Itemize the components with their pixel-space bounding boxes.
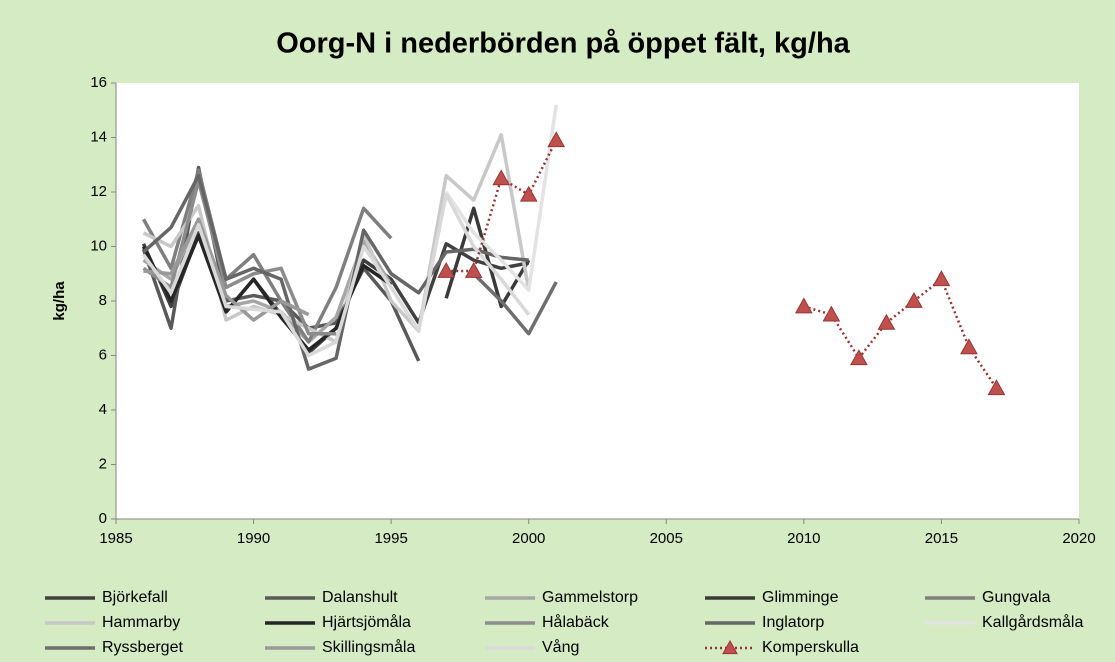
point-marker [547, 131, 566, 148]
point-marker [464, 261, 483, 278]
point-marker [822, 305, 841, 322]
y-tick-label: 10 [90, 237, 107, 254]
legend-label: Hammarby [102, 614, 180, 631]
x-tick-label: 2015 [925, 530, 958, 547]
y-tick-label: 4 [99, 401, 107, 418]
y-tick-label: 0 [99, 510, 107, 527]
series-line [143, 217, 310, 322]
legend-label: Kallgårdsmåla [982, 613, 1083, 631]
point-marker [905, 291, 923, 308]
series-line [472, 272, 558, 336]
legend-label: Dalanshult [322, 589, 398, 606]
x-tick-label: 2020 [1062, 530, 1095, 547]
legend-label: Skillingsmåla [322, 638, 415, 656]
y-axis-label: kg/ha [51, 281, 68, 321]
legend-label: Gammelstorp [542, 589, 638, 606]
point-marker [850, 349, 868, 366]
x-tick-label: 1995 [374, 530, 407, 547]
point-marker [795, 297, 813, 314]
legend-label: Gungvala [982, 589, 1051, 606]
point-marker [437, 261, 456, 278]
legend-label: Hjärtsjömåla [322, 613, 411, 631]
series-line [142, 179, 337, 336]
y-tick-label: 16 [90, 74, 107, 91]
point-marker [987, 379, 1006, 396]
point-marker [492, 169, 511, 186]
legend-label: Vång [542, 638, 579, 656]
legend-label: Glimminge [762, 589, 839, 606]
chart-title: Oorg-N i nederbörden på öppet fält, kg/h… [276, 28, 850, 60]
x-tick-label: 1985 [99, 530, 132, 547]
series-line [142, 173, 529, 371]
legend-label: Hålabäck [542, 613, 610, 631]
series-line [446, 139, 998, 389]
legend-label: Komperskulla [762, 639, 859, 656]
point-marker [519, 185, 538, 202]
series-line [444, 104, 558, 292]
series-line [142, 192, 531, 358]
legend-label: Ryssberget [102, 639, 183, 656]
y-tick-label: 8 [99, 292, 107, 309]
x-tick-label: 1990 [237, 530, 270, 547]
legend-label: Inglatorp [762, 614, 824, 631]
plot-area [116, 83, 1079, 519]
y-tick-label: 14 [90, 128, 107, 145]
series-line [444, 206, 531, 309]
y-tick-label: 12 [90, 183, 107, 200]
x-tick-label: 2005 [650, 530, 683, 547]
x-tick-label: 2010 [787, 530, 820, 547]
point-marker [932, 270, 951, 287]
point-marker [877, 313, 896, 330]
y-tick-label: 6 [99, 346, 107, 363]
x-tick-label: 2000 [512, 530, 545, 547]
y-tick-label: 2 [99, 455, 107, 472]
point-marker [960, 338, 978, 355]
legend-marker [722, 639, 738, 655]
legend-label: Björkefall [102, 589, 168, 606]
series-line [141, 168, 393, 344]
